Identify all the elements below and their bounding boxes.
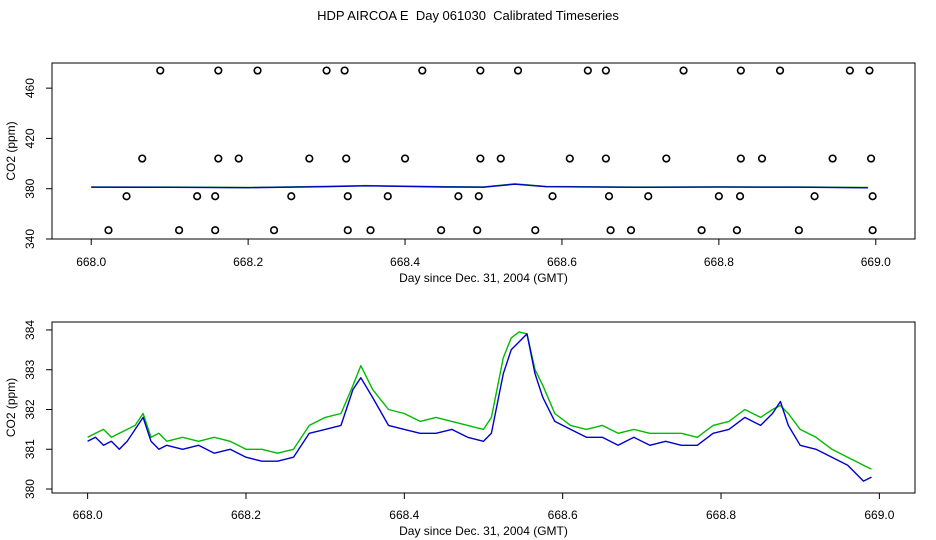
data-point bbox=[513, 66, 523, 75]
data-point bbox=[810, 192, 819, 201]
data-point bbox=[868, 192, 877, 201]
data-point bbox=[234, 154, 243, 163]
data-point bbox=[565, 154, 574, 163]
x-tick-label: 668.6 bbox=[547, 255, 577, 269]
x-tick-label: 668.0 bbox=[73, 508, 103, 522]
data-point bbox=[794, 226, 803, 235]
data-point bbox=[476, 154, 485, 163]
data-point bbox=[340, 66, 349, 75]
data-point bbox=[845, 66, 854, 75]
data-point bbox=[211, 226, 220, 235]
data-point bbox=[454, 192, 463, 201]
x-tick-label: 668.8 bbox=[704, 255, 734, 269]
blue-series-line bbox=[91, 183, 868, 189]
data-point bbox=[606, 226, 615, 235]
x-tick-label: 669.0 bbox=[861, 255, 891, 269]
data-point bbox=[253, 66, 262, 75]
x-tick-label: 668.4 bbox=[390, 255, 420, 269]
data-point bbox=[735, 192, 745, 201]
x-axis-label: Day since Dec. 31, 2004 (GMT) bbox=[399, 271, 568, 285]
x-tick-label: 668.0 bbox=[76, 255, 106, 269]
data-point bbox=[383, 192, 392, 201]
data-point bbox=[548, 192, 557, 201]
x-tick-label: 668.2 bbox=[233, 255, 263, 269]
page-title: HDP AIRCOA E Day 061030 Calibrated Times… bbox=[317, 8, 619, 23]
data-point bbox=[400, 154, 410, 163]
data-point bbox=[866, 154, 876, 163]
x-tick-label: 669.0 bbox=[864, 508, 894, 522]
data-point bbox=[865, 66, 874, 75]
data-point bbox=[342, 154, 351, 163]
y-tick-label: 420 bbox=[23, 128, 37, 148]
data-point bbox=[601, 66, 610, 75]
circle-series bbox=[104, 66, 877, 235]
chart-panel-1: 668.0 668.2 668.4 668.6 668.8 669.0 340 380 420 4… bbox=[4, 62, 916, 285]
green-series-line bbox=[87, 331, 872, 470]
data-point bbox=[287, 192, 296, 201]
x-axis-label: Day since Dec. 31, 2004 (GMT) bbox=[399, 524, 568, 538]
data-point bbox=[214, 66, 223, 75]
chart-panel-2: 668.0 668.2 668.4 668.6 668.8 669.0 380 381 382 3… bbox=[4, 320, 916, 538]
y-axis-label: CO2 (ppm) bbox=[4, 378, 18, 437]
data-point bbox=[343, 226, 352, 235]
y-tick-label: 460 bbox=[23, 78, 37, 98]
data-point bbox=[868, 226, 877, 235]
data-point bbox=[211, 192, 220, 201]
y-tick-label: 381 bbox=[23, 439, 37, 459]
data-point bbox=[476, 66, 485, 75]
data-point bbox=[343, 192, 352, 201]
data-point bbox=[662, 154, 671, 163]
plot-frame bbox=[51, 62, 916, 240]
data-point bbox=[736, 66, 745, 75]
y-tick-label: 340 bbox=[23, 229, 37, 249]
x-tick-label: 668.4 bbox=[389, 508, 419, 522]
data-point bbox=[679, 66, 688, 75]
data-point bbox=[437, 226, 446, 235]
y-tick-label: 382 bbox=[23, 399, 37, 419]
data-point bbox=[714, 192, 723, 201]
data-point bbox=[473, 226, 482, 235]
data-point bbox=[418, 66, 427, 75]
y-tick-label: 384 bbox=[23, 320, 37, 340]
data-point bbox=[697, 226, 706, 235]
y-tick-label: 383 bbox=[23, 359, 37, 379]
data-point bbox=[732, 226, 742, 235]
plot-frame bbox=[51, 321, 916, 494]
data-point bbox=[366, 226, 375, 235]
data-point bbox=[583, 66, 592, 75]
data-point bbox=[496, 154, 505, 163]
y-tick-label: 380 bbox=[23, 178, 37, 198]
data-point bbox=[604, 192, 614, 201]
data-point bbox=[193, 192, 202, 201]
data-point bbox=[626, 226, 636, 235]
data-point bbox=[156, 66, 165, 75]
data-point bbox=[531, 226, 540, 235]
data-point bbox=[601, 154, 610, 163]
data-point bbox=[322, 66, 331, 75]
x-tick-label: 668.2 bbox=[231, 508, 261, 522]
data-point bbox=[305, 154, 314, 163]
data-point bbox=[757, 154, 767, 163]
data-point bbox=[214, 154, 223, 163]
y-tick-label: 380 bbox=[23, 479, 37, 499]
data-point bbox=[104, 226, 113, 235]
data-point bbox=[474, 192, 483, 201]
data-point bbox=[174, 226, 184, 235]
data-point bbox=[644, 192, 653, 201]
data-point bbox=[122, 192, 131, 201]
data-point bbox=[775, 66, 785, 75]
data-point bbox=[269, 226, 279, 235]
blue-series-line bbox=[87, 333, 872, 482]
y-axis-label: CO2 (ppm) bbox=[4, 121, 18, 180]
data-point bbox=[736, 154, 745, 163]
data-point bbox=[828, 154, 837, 163]
data-point bbox=[138, 154, 147, 163]
x-tick-label: 668.8 bbox=[706, 508, 736, 522]
x-tick-label: 668.6 bbox=[548, 508, 578, 522]
